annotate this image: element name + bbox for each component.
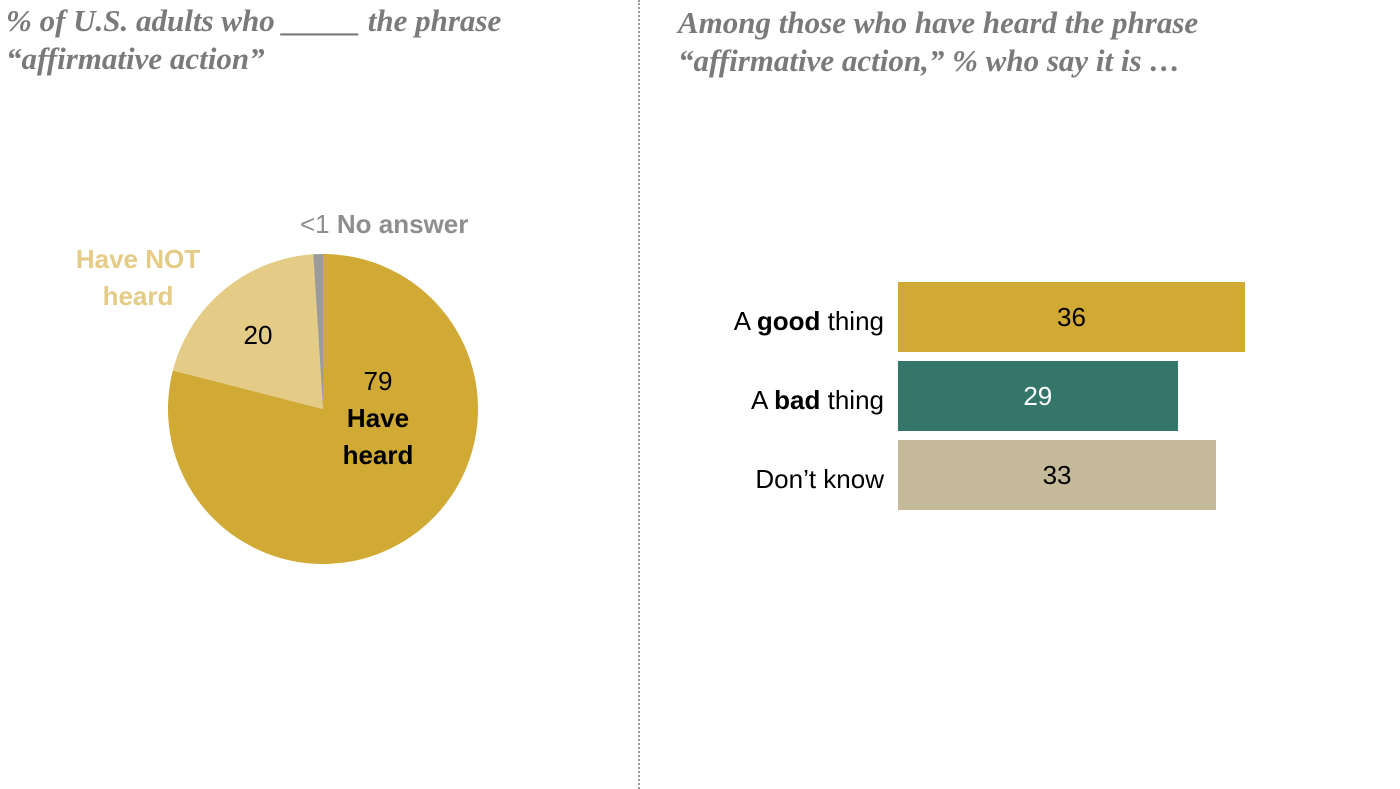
bar-chart-title: Among those who have heard the phrase “a… — [678, 4, 1378, 80]
bar-dont-know: 33 — [898, 440, 1217, 510]
heard-label: 79 Have heard — [318, 363, 438, 474]
not-heard-value: 20 — [243, 320, 273, 350]
pie-slice-have-not-heard — [172, 254, 323, 409]
pie-slice-have-heard — [167, 254, 478, 564]
heard-value: 79 — [363, 366, 393, 396]
bar-label-dont-know: Don’t know — [755, 464, 884, 494]
pie-slice-no-answer — [313, 254, 323, 409]
bar-title-line1: Among those who have heard the phrase — [678, 5, 1199, 40]
bar-value-bad: 29 — [1023, 381, 1053, 411]
no-answer-name: No answer — [336, 209, 469, 239]
not-heard-line1: Have NOT — [75, 244, 201, 274]
not-heard-line2: heard — [102, 281, 174, 311]
pie-title-line1: % of U.S. adults who _____ the phrase — [6, 3, 502, 38]
bar-bad: 29 — [898, 361, 1178, 431]
bar-value-good: 36 — [1057, 302, 1086, 332]
pie-chart — [167, 254, 478, 564]
bar-label-good: A good thing — [733, 306, 884, 336]
no-answer-label: <1 No answer — [300, 206, 500, 243]
bar-value-dont-know: 33 — [1042, 460, 1072, 490]
bar-title-line2: “affirmative action,” % who say it is … — [678, 43, 1181, 78]
panel-divider — [638, 0, 640, 789]
no-answer-value: <1 — [300, 209, 330, 239]
pie-chart-title: % of U.S. adults who _____ the phrase “a… — [6, 2, 626, 78]
pie-title-line2: “affirmative action” — [6, 41, 265, 76]
heard-line1: Have — [346, 403, 410, 433]
bar-good: 36 — [898, 282, 1245, 352]
heard-line2: heard — [342, 440, 414, 470]
not-heard-label: Have NOT heard — [58, 241, 218, 315]
bar-label-bad: A bad thing — [751, 385, 884, 415]
